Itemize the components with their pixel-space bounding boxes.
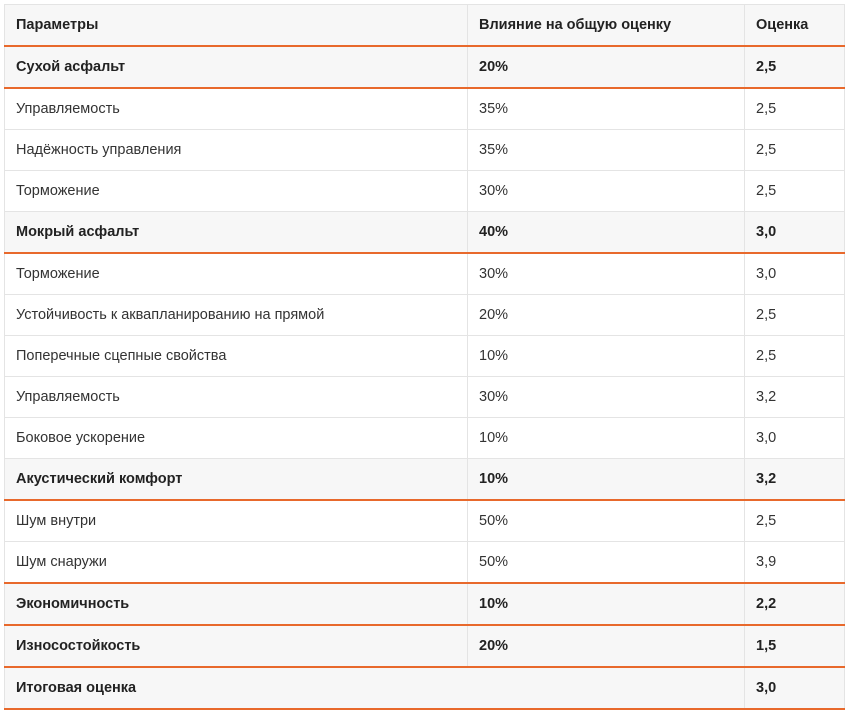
table-row: Устойчивость к аквапланированию на прямо… xyxy=(4,294,845,336)
group-row: Мокрый асфальт 40% 3,0 xyxy=(4,211,845,254)
cell-weight: 35% xyxy=(467,129,745,171)
cell-param: Экономичность xyxy=(4,582,468,626)
table-row: Шум снаружи 50% 3,9 xyxy=(4,541,845,584)
cell-param: Торможение xyxy=(4,170,468,212)
table-row: Управляемость 30% 3,2 xyxy=(4,376,845,418)
cell-weight: 20% xyxy=(467,45,745,89)
cell-score: 2,5 xyxy=(744,170,845,212)
cell-weight: 50% xyxy=(467,499,745,542)
cell-score: 3,0 xyxy=(744,211,845,254)
cell-score: 3,2 xyxy=(744,376,845,418)
table-row: Управляемость 35% 2,5 xyxy=(4,87,845,130)
table-row: Боковое ускорение 10% 3,0 xyxy=(4,417,845,459)
cell-weight: 10% xyxy=(467,582,745,626)
cell-score: 2,2 xyxy=(744,582,845,626)
group-row: Износостойкость 20% 1,5 xyxy=(4,624,845,668)
cell-score: 3,9 xyxy=(744,541,845,584)
cell-score: 2,5 xyxy=(744,499,845,542)
cell-score: 2,5 xyxy=(744,129,845,171)
table-row: Надёжность управления 35% 2,5 xyxy=(4,129,845,171)
cell-score: 2,5 xyxy=(744,335,845,377)
cell-weight: 30% xyxy=(467,170,745,212)
cell-param: Боковое ускорение xyxy=(4,417,468,459)
cell-param: Торможение xyxy=(4,252,468,295)
header-params: Параметры xyxy=(4,4,468,47)
cell-weight: 20% xyxy=(467,624,745,668)
cell-param: Надёжность управления xyxy=(4,129,468,171)
cell-score: 3,2 xyxy=(744,458,845,501)
ratings-table: Параметры Влияние на общую оценку Оценка… xyxy=(4,4,845,710)
table-row: Шум внутри 50% 2,5 xyxy=(4,499,845,542)
cell-weight: 40% xyxy=(467,211,745,254)
cell-weight: 30% xyxy=(467,376,745,418)
cell-param: Акустический комфорт xyxy=(4,458,468,501)
cell-score: 3,0 xyxy=(744,417,845,459)
cell-weight: 10% xyxy=(467,458,745,501)
cell-weight: 20% xyxy=(467,294,745,336)
table-row: Торможение 30% 3,0 xyxy=(4,252,845,295)
cell-score: 3,0 xyxy=(744,252,845,295)
cell-param: Управляемость xyxy=(4,87,468,130)
group-row: Экономичность 10% 2,2 xyxy=(4,582,845,626)
table-header-row: Параметры Влияние на общую оценку Оценка xyxy=(4,4,845,47)
cell-weight: 10% xyxy=(467,335,745,377)
cell-param: Шум внутри xyxy=(4,499,468,542)
group-row: Акустический комфорт 10% 3,2 xyxy=(4,458,845,501)
cell-param: Сухой асфальт xyxy=(4,45,468,89)
cell-weight: 50% xyxy=(467,541,745,584)
table-row: Торможение 30% 2,5 xyxy=(4,170,845,212)
group-row: Сухой асфальт 20% 2,5 xyxy=(4,45,845,89)
cell-score: 2,5 xyxy=(744,87,845,130)
header-score: Оценка xyxy=(744,4,845,47)
ratings-table-container: Параметры Влияние на общую оценку Оценка… xyxy=(4,4,845,710)
total-label: Итоговая оценка xyxy=(4,666,745,710)
cell-param: Управляемость xyxy=(4,376,468,418)
cell-param: Шум снаружи xyxy=(4,541,468,584)
header-weight: Влияние на общую оценку xyxy=(467,4,745,47)
cell-score: 1,5 xyxy=(744,624,845,668)
cell-weight: 10% xyxy=(467,417,745,459)
table-row: Поперечные сцепные свойства 10% 2,5 xyxy=(4,335,845,377)
cell-score: 2,5 xyxy=(744,45,845,89)
cell-param: Поперечные сцепные свойства xyxy=(4,335,468,377)
cell-param: Мокрый асфальт xyxy=(4,211,468,254)
cell-weight: 35% xyxy=(467,87,745,130)
table-body: Сухой асфальт 20% 2,5 Управляемость 35% 2,5 На… xyxy=(4,45,845,710)
cell-weight: 30% xyxy=(467,252,745,295)
cell-score: 2,5 xyxy=(744,294,845,336)
cell-param: Устойчивость к аквапланированию на прямо… xyxy=(4,294,468,336)
total-row: Итоговая оценка 3,0 xyxy=(4,666,845,710)
cell-param: Износостойкость xyxy=(4,624,468,668)
total-score: 3,0 xyxy=(744,666,845,710)
